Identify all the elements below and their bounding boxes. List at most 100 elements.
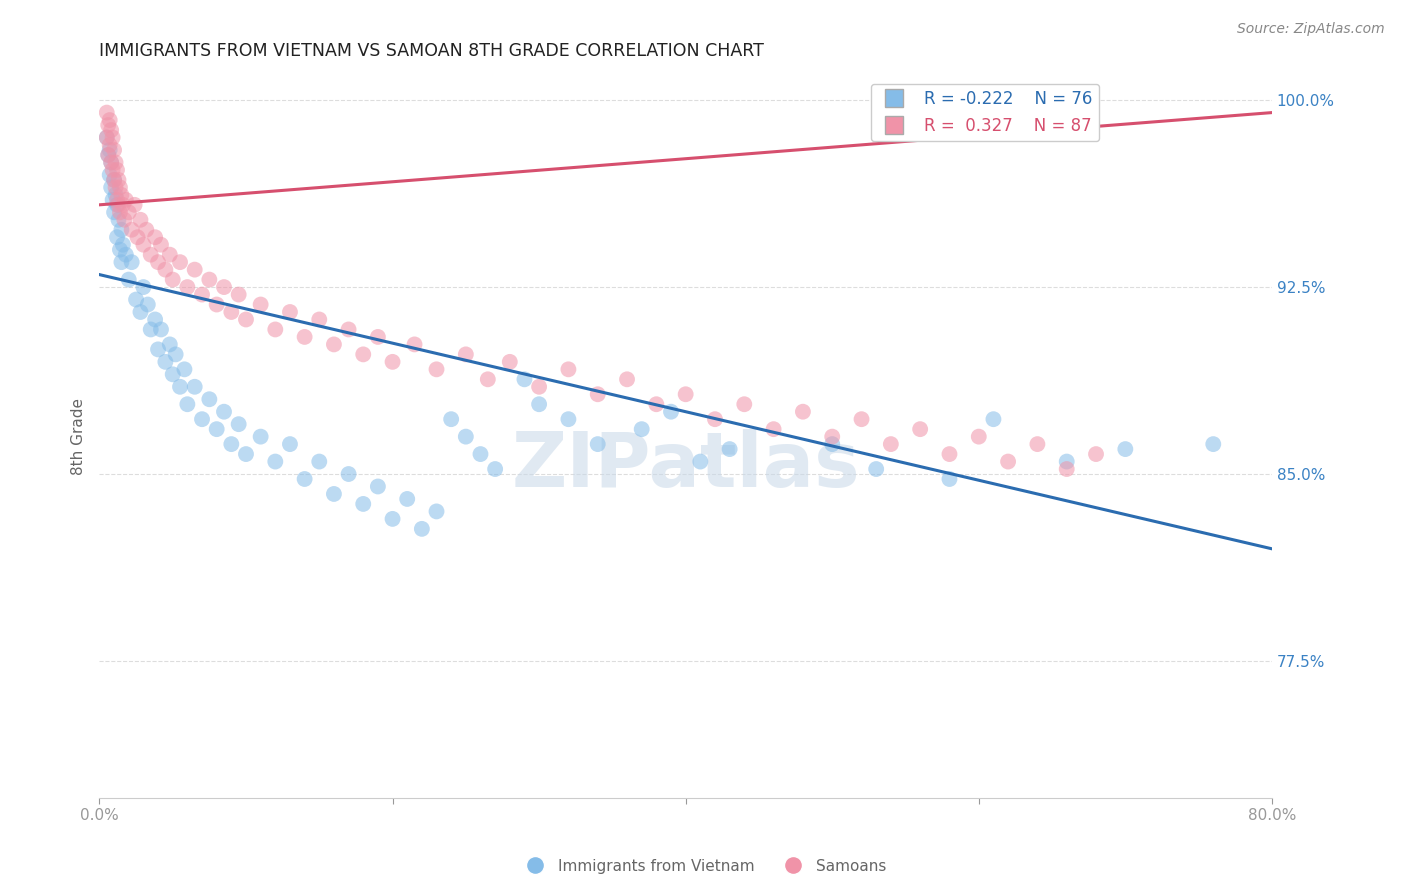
Point — [527, 380, 550, 394]
Point — [381, 355, 404, 369]
Point — [484, 462, 506, 476]
Point — [249, 429, 271, 443]
Point — [146, 343, 169, 357]
Point — [264, 454, 287, 468]
Point — [101, 162, 124, 177]
Point — [176, 397, 198, 411]
Point — [143, 312, 166, 326]
Point — [162, 272, 184, 286]
Point — [411, 522, 433, 536]
Point — [98, 138, 121, 153]
Point — [107, 173, 129, 187]
Point — [96, 130, 118, 145]
Point — [396, 491, 419, 506]
Point — [98, 168, 121, 182]
Point — [105, 193, 128, 207]
Point — [938, 447, 960, 461]
Point — [114, 248, 136, 262]
Point — [792, 405, 814, 419]
Point — [159, 337, 181, 351]
Point — [139, 322, 162, 336]
Point — [704, 412, 727, 426]
Point — [294, 472, 316, 486]
Point — [101, 193, 124, 207]
Point — [477, 372, 499, 386]
Point — [96, 130, 118, 145]
Point — [645, 397, 668, 411]
Point — [454, 429, 477, 443]
Point — [586, 437, 609, 451]
Point — [112, 212, 135, 227]
Point — [118, 205, 141, 219]
Point — [499, 355, 522, 369]
Point — [100, 155, 122, 169]
Point — [114, 193, 136, 207]
Point — [183, 380, 205, 394]
Point — [278, 305, 301, 319]
Point — [718, 442, 741, 456]
Point — [323, 487, 346, 501]
Point — [880, 437, 903, 451]
Point — [110, 255, 132, 269]
Point — [308, 312, 330, 326]
Point — [104, 187, 127, 202]
Point — [367, 330, 389, 344]
Point — [908, 422, 931, 436]
Point — [159, 248, 181, 262]
Text: ZIPatlas: ZIPatlas — [512, 428, 860, 502]
Point — [150, 322, 173, 336]
Point — [1056, 462, 1078, 476]
Point — [146, 255, 169, 269]
Point — [425, 504, 447, 518]
Point — [108, 180, 131, 194]
Point — [205, 422, 228, 436]
Point — [675, 387, 697, 401]
Point — [105, 162, 128, 177]
Point — [404, 337, 426, 351]
Point — [440, 412, 463, 426]
Legend: Immigrants from Vietnam, Samoans: Immigrants from Vietnam, Samoans — [513, 853, 893, 880]
Point — [108, 243, 131, 257]
Point — [183, 262, 205, 277]
Point — [191, 287, 214, 301]
Point — [169, 255, 191, 269]
Point — [851, 412, 873, 426]
Point — [100, 180, 122, 194]
Point — [586, 387, 609, 401]
Point — [107, 198, 129, 212]
Point — [155, 262, 177, 277]
Point — [121, 223, 143, 237]
Point — [162, 368, 184, 382]
Point — [762, 422, 785, 436]
Point — [264, 322, 287, 336]
Point — [337, 467, 360, 481]
Point — [381, 512, 404, 526]
Point — [1026, 437, 1049, 451]
Point — [616, 372, 638, 386]
Text: Source: ZipAtlas.com: Source: ZipAtlas.com — [1237, 22, 1385, 37]
Point — [132, 280, 155, 294]
Point — [111, 237, 134, 252]
Point — [557, 412, 579, 426]
Point — [235, 447, 257, 461]
Point — [997, 454, 1019, 468]
Point — [733, 397, 755, 411]
Point — [367, 479, 389, 493]
Point — [865, 462, 887, 476]
Point — [97, 148, 120, 162]
Point — [110, 223, 132, 237]
Point — [205, 297, 228, 311]
Point — [97, 148, 120, 162]
Point — [103, 143, 125, 157]
Point — [150, 237, 173, 252]
Point — [557, 362, 579, 376]
Legend: R = -0.222    N = 76, R =  0.327    N = 87: R = -0.222 N = 76, R = 0.327 N = 87 — [872, 84, 1099, 141]
Point — [221, 437, 243, 451]
Point — [1114, 442, 1136, 456]
Point — [127, 230, 149, 244]
Point — [139, 248, 162, 262]
Point — [165, 347, 187, 361]
Point — [221, 305, 243, 319]
Point — [938, 472, 960, 486]
Point — [352, 497, 374, 511]
